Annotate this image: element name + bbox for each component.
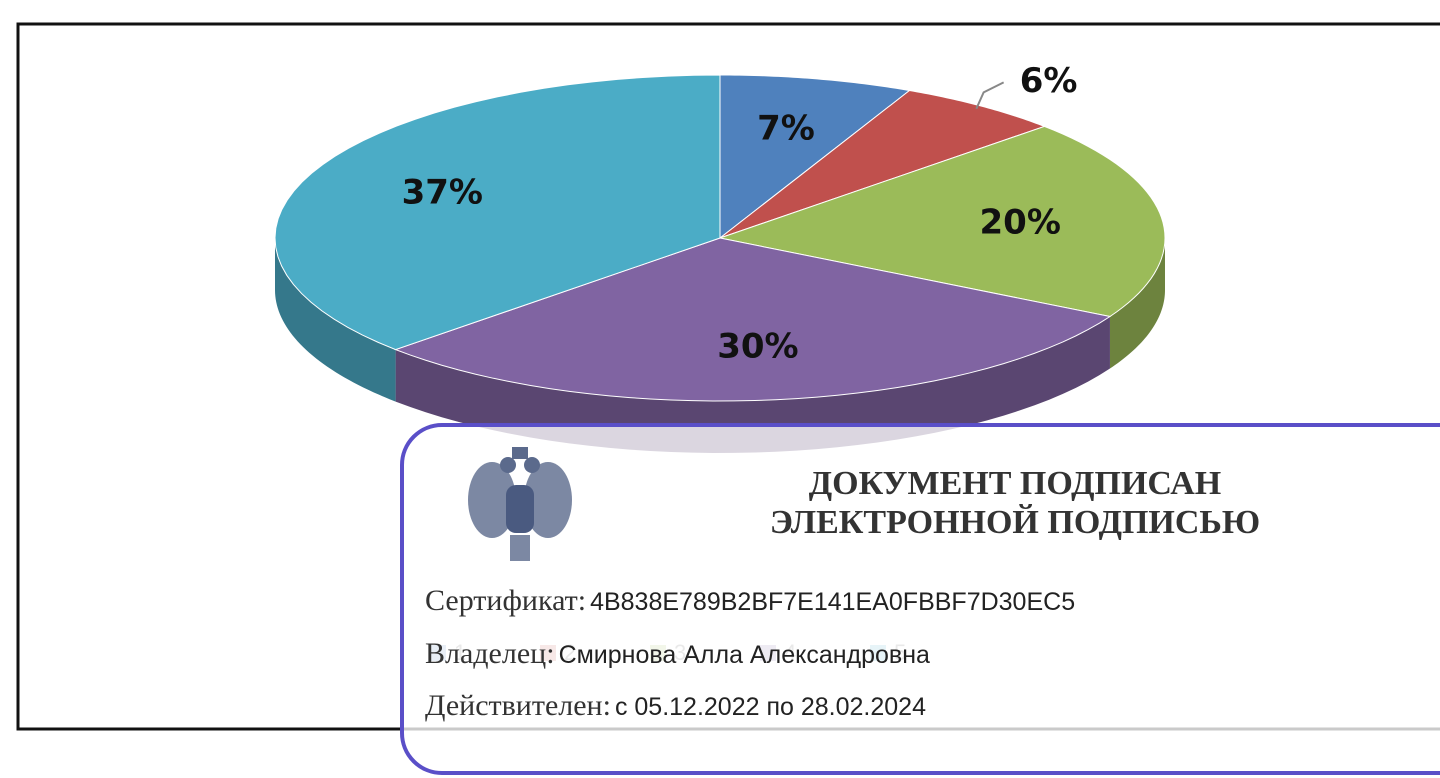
emblem [468, 447, 572, 561]
certificate-label: Сертификат: [425, 584, 586, 617]
slice-side [395, 316, 1110, 453]
data-label: 7% [757, 108, 815, 148]
valid: с 05.12.2022 по 28.02.2024 [615, 693, 926, 721]
data-label: 30% [717, 326, 798, 366]
slice [719, 89, 1046, 239]
slice-side [275, 238, 396, 402]
data-label: 37% [402, 172, 483, 212]
signature-stamp: ДОКУМЕНТ ПОДПИСАН ЭЛЕКТРОННОЙ ПОДПИСЬЮ С… [400, 423, 1440, 775]
certificate: 4B838E789B2BF7E141EA0FBBF7D30EC5 [590, 588, 1075, 616]
slice [719, 74, 911, 240]
valid-label: Действителен: [425, 689, 611, 722]
pie: 7% 6% 20% 30% 37% [274, 61, 1166, 453]
owner: Смирнова Алла Александровна [559, 641, 930, 669]
slice [394, 237, 1112, 402]
slice-side [1109, 238, 1165, 369]
stamp-title: ДОКУМЕНТ ПОДПИСАН [809, 465, 1222, 502]
valid-line: Действителен: с 05.12.2022 по 28.02.2024 [425, 689, 926, 722]
owner-line: Владелец: Смирнова Алла Александровна [425, 637, 930, 670]
data-label: 6% [1020, 61, 1078, 101]
stamp-frame [400, 423, 1440, 775]
stamp-title: ЭЛЕКТРОННОЙ ПОДПИСЬЮ [770, 504, 1260, 541]
data-label: 20% [980, 203, 1061, 243]
owner-label: Владелец: [425, 637, 555, 670]
leader-line [975, 81, 1005, 110]
certificate-line: Сертификат: 4B838E789B2BF7E141EA0FBBF7D30… [425, 584, 1075, 617]
slice [718, 125, 1166, 318]
slice [274, 74, 721, 351]
